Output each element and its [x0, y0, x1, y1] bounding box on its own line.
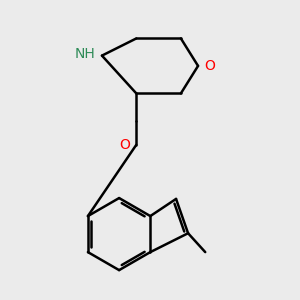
Text: NH: NH [75, 47, 96, 61]
Text: O: O [204, 59, 215, 73]
Text: O: O [119, 138, 130, 152]
